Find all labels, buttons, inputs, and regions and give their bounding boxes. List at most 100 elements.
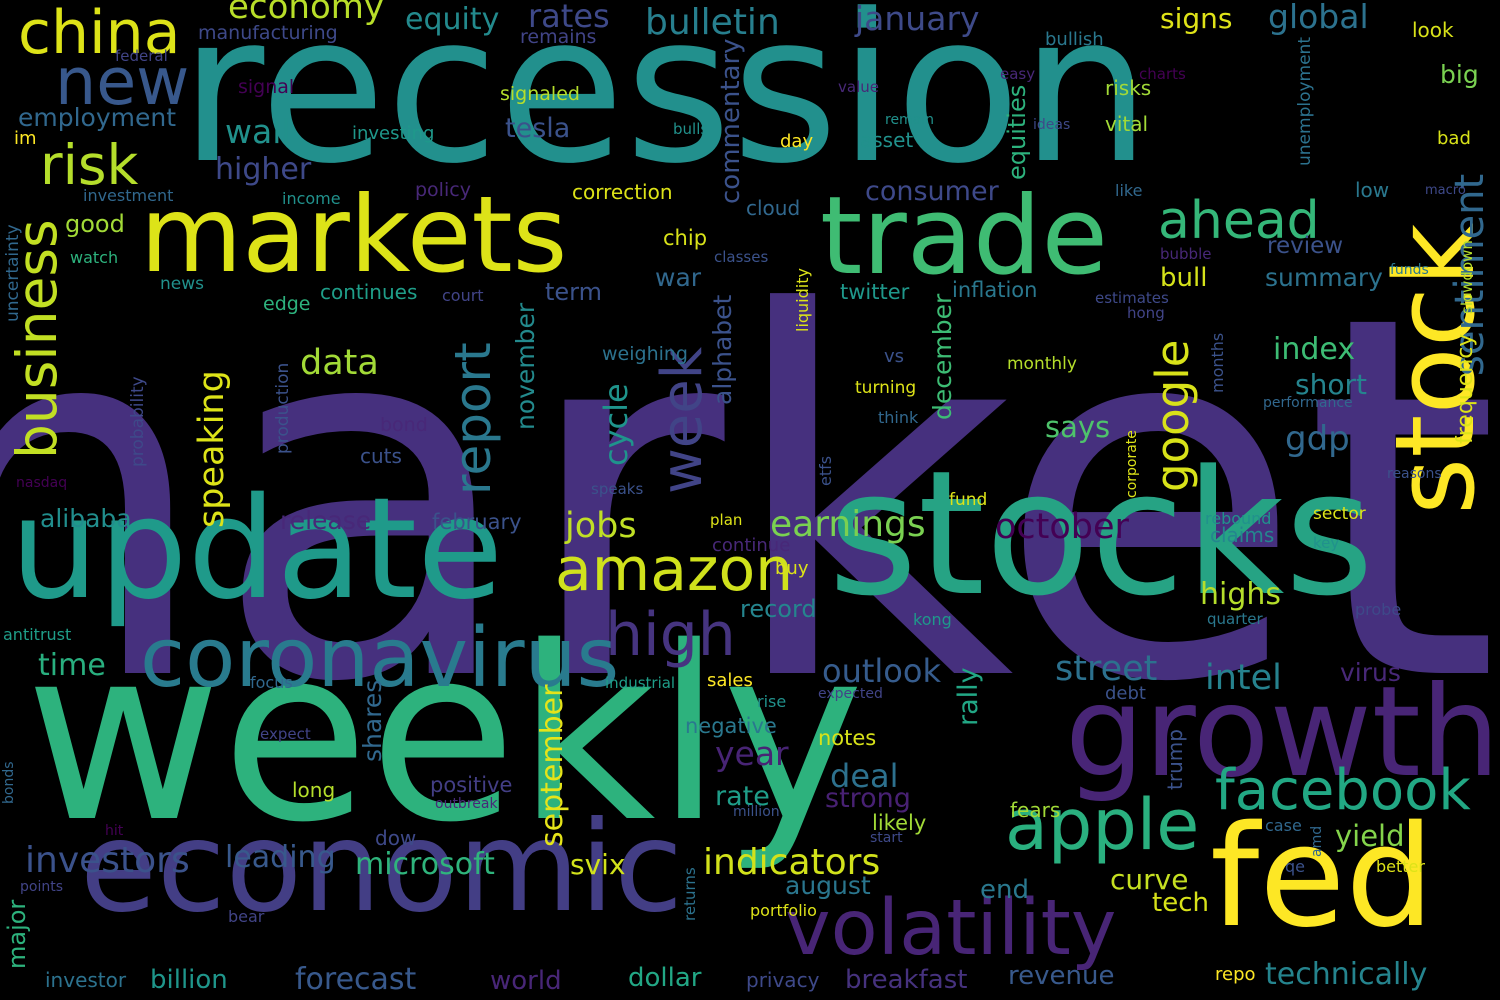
cloud-word: repo [1215, 964, 1256, 985]
cloud-word: court [442, 286, 484, 305]
cloud-word: intel [1205, 658, 1282, 698]
cloud-word: alphabet [708, 294, 737, 405]
cloud-word: speaking [192, 370, 232, 528]
cloud-word: yield [1335, 819, 1405, 853]
cloud-word: record [740, 595, 817, 623]
cloud-word: expected [818, 686, 883, 702]
cloud-word: rebound [1205, 509, 1272, 528]
cloud-word: global [1268, 0, 1369, 36]
cloud-word: trump [1163, 729, 1187, 790]
cloud-word: cycle [597, 383, 635, 466]
cloud-word: monthly [1007, 354, 1077, 374]
cloud-word: forecast [295, 962, 417, 997]
cloud-word: market [0, 209, 1500, 791]
cloud-word: think [878, 408, 919, 427]
cloud-word: strong [825, 783, 911, 814]
cloud-word: alibaba [40, 504, 132, 533]
cloud-word: google [1146, 339, 1199, 492]
cloud-word: equity [405, 2, 500, 37]
cloud-word: reasons [1387, 466, 1442, 482]
cloud-word: bull [1160, 263, 1208, 293]
cloud-word: risk [40, 133, 139, 197]
cloud-word: amazon [555, 535, 794, 605]
cloud-word: higher [215, 152, 312, 187]
cloud-word: tech [1152, 888, 1209, 918]
cloud-word: turning [855, 378, 917, 398]
cloud-word: buy [775, 558, 809, 579]
cloud-word: trade [820, 174, 1108, 299]
cloud-word: investor [45, 968, 127, 992]
cloud-word: low [1355, 178, 1390, 202]
cloud-word: september [535, 684, 570, 847]
cloud-word: review [1267, 233, 1344, 259]
cloud-word: update [10, 468, 504, 631]
cloud-word: chip [663, 226, 708, 250]
cloud-word: fund [949, 490, 988, 510]
cloud-word: claims [1210, 523, 1275, 547]
cloud-word: hong [1127, 304, 1165, 322]
cloud-word: term [545, 278, 602, 306]
cloud-word: cuts [360, 444, 402, 468]
cloud-word: kong [913, 610, 952, 629]
cloud-word: continues [320, 280, 418, 304]
cloud-word: microsoft [355, 847, 495, 882]
cloud-word: notes [818, 726, 877, 750]
cloud-word: day [780, 131, 814, 152]
cloud-word: manufacturing [198, 22, 338, 44]
cloud-word: curve [1110, 863, 1189, 896]
cloud-word: wall [225, 112, 291, 151]
cloud-word: expect [260, 725, 311, 743]
cloud-word: outbreak [435, 796, 498, 812]
cloud-word: unemployment [1295, 36, 1315, 166]
cloud-word: probability [128, 376, 148, 467]
cloud-word: weekly [25, 595, 865, 875]
cloud-word: dow [375, 826, 417, 850]
cloud-word: release [280, 506, 372, 535]
cloud-word: tesla [505, 113, 571, 144]
cloud-word: federal [115, 47, 168, 65]
cloud-word: signs [1160, 2, 1233, 35]
cloud-word: funds [1390, 262, 1429, 278]
cloud-word: bad [1437, 128, 1471, 149]
cloud-word: virus [1340, 658, 1401, 687]
cloud-word: war [655, 263, 702, 292]
cloud-word: correction [572, 180, 673, 204]
cloud-word: time [38, 648, 106, 683]
cloud-word: growth [1065, 660, 1500, 805]
cloud-word: investing [352, 123, 435, 144]
cloud-word: markets [140, 174, 568, 296]
cloud-word: ahead [1158, 191, 1320, 251]
cloud-word: cloud [746, 196, 801, 220]
cloud-word: deal [830, 757, 899, 795]
cloud-word: qe [1285, 857, 1305, 876]
cloud-word: estimates [1095, 289, 1169, 307]
cloud-word: look [1412, 18, 1454, 42]
cloud-word: billion [150, 965, 228, 995]
cloud-word: november [511, 302, 540, 430]
cloud-word: world [490, 966, 562, 996]
cloud-word: returns [681, 867, 699, 921]
cloud-word: points [20, 879, 63, 895]
cloud-word: edge [263, 293, 311, 315]
cloud-word: recession [180, 0, 1151, 209]
cloud-word: rate [715, 781, 770, 812]
cloud-word: vital [1105, 112, 1149, 136]
cloud-word: january [855, 0, 980, 38]
cloud-word: ideas [1033, 117, 1071, 133]
cloud-word: policy [415, 179, 471, 201]
cloud-word: industrial [605, 674, 676, 692]
cloud-word: better [1376, 857, 1425, 876]
cloud-word: classes [714, 248, 769, 266]
cloud-word: fed [1210, 796, 1435, 959]
cloud-word: amd [1309, 825, 1325, 857]
cloud-word: million [733, 804, 780, 820]
cloud-word: slowdown [1458, 240, 1476, 314]
cloud-word: end [980, 875, 1029, 905]
cloud-word: volatility [785, 884, 1117, 973]
cloud-word: charts [1139, 65, 1186, 83]
cloud-word: vs [884, 346, 905, 367]
cloud-word: report [444, 342, 502, 495]
cloud-word: case [1265, 816, 1302, 835]
cloud-word: year [715, 734, 789, 773]
cloud-word: weighing [602, 343, 688, 365]
